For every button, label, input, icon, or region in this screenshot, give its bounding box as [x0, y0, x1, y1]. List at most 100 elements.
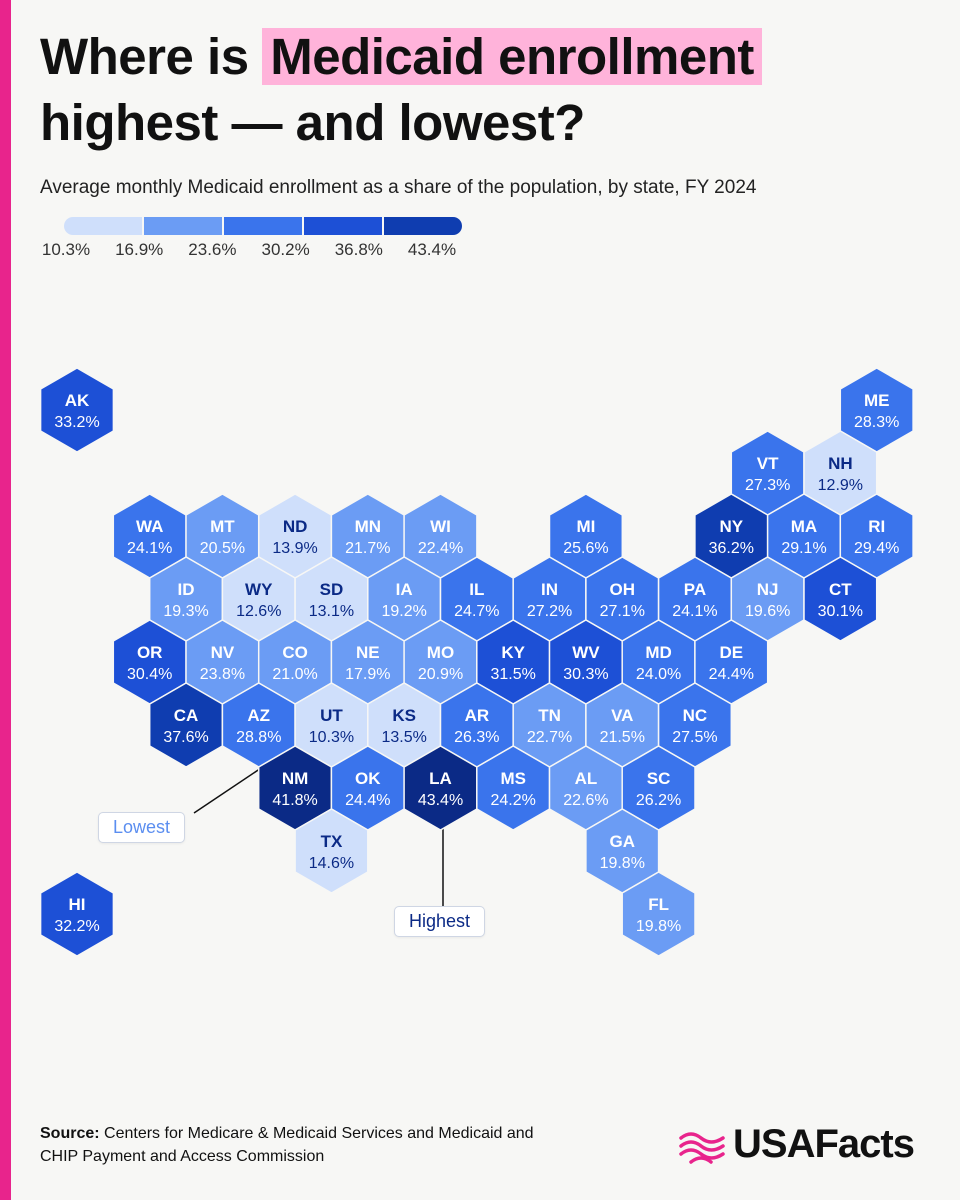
state-value-label: 27.1%: [600, 603, 645, 620]
state-hex-ia: IA 19.2%: [367, 556, 442, 642]
state-value-label: 27.5%: [672, 729, 717, 746]
state-code-label: AK: [65, 391, 90, 410]
legend-ticks: 10.3% 16.9% 23.6% 30.2% 36.8% 43.4%: [40, 240, 480, 260]
legend-bar: [64, 217, 462, 235]
state-value-label: 30.1%: [818, 603, 863, 620]
state-code-label: GA: [610, 832, 636, 851]
state-hex-co: CO 21.0%: [257, 619, 333, 705]
state-value-label: 24.4%: [345, 792, 390, 809]
state-value-label: 29.4%: [854, 540, 899, 557]
source-note: Source: Centers for Medicare & Medicaid …: [40, 1122, 560, 1168]
legend-swatch: [224, 217, 304, 235]
state-hex-al: AL 22.6%: [548, 745, 624, 831]
state-value-label: 14.6%: [309, 855, 354, 872]
state-code-label: NM: [282, 769, 308, 788]
state-hex-in: IN 27.2%: [512, 556, 587, 642]
state-code-label: MI: [576, 517, 595, 536]
state-code-label: NE: [356, 643, 380, 662]
state-code-label: WV: [572, 643, 600, 662]
state-hex-mt: MT 20.5%: [185, 493, 260, 579]
state-hex-tx: TX 14.6%: [294, 808, 369, 894]
hex-shape: [621, 871, 696, 957]
state-code-label: CA: [174, 706, 199, 725]
state-value-label: 21.5%: [600, 729, 645, 746]
state-code-label: OR: [137, 643, 163, 662]
state-code-label: ID: [178, 580, 195, 599]
state-code-label: NV: [211, 643, 235, 662]
state-value-label: 41.8%: [272, 792, 317, 809]
state-value-label: 20.9%: [418, 666, 463, 683]
state-value-label: 24.1%: [672, 603, 717, 620]
state-code-label: ND: [283, 517, 308, 536]
state-value-label: 30.4%: [127, 666, 172, 683]
state-value-label: 22.6%: [563, 792, 608, 809]
state-value-label: 24.7%: [454, 603, 499, 620]
state-value-label: 19.8%: [636, 918, 681, 935]
state-hex-wa: WA 24.1%: [112, 493, 187, 579]
state-hex-wi: WI 22.4%: [403, 493, 478, 579]
state-value-label: 12.9%: [818, 477, 863, 494]
state-hex-ri: RI 29.4%: [839, 493, 914, 579]
state-value-label: 19.2%: [381, 603, 426, 620]
state-code-label: DE: [719, 643, 743, 662]
state-hex-mo: MO 20.9%: [403, 619, 478, 705]
state-code-label: UT: [320, 706, 343, 725]
state-code-label: VT: [757, 454, 779, 473]
state-value-label: 10.3%: [309, 729, 354, 746]
state-code-label: CT: [829, 580, 852, 599]
page-title: Where is Medicaid enrollment highest — a…: [40, 24, 920, 156]
state-value-label: 17.9%: [345, 666, 390, 683]
state-code-label: WI: [430, 517, 451, 536]
state-hex-oh: OH 27.1%: [585, 556, 660, 642]
state-value-label: 24.4%: [709, 666, 754, 683]
accent-bar: [0, 0, 11, 1200]
state-code-label: AZ: [247, 706, 270, 725]
state-code-label: WY: [245, 580, 273, 599]
state-hex-la: LA 43.4%: [403, 745, 478, 831]
hex-shape: [39, 871, 115, 957]
state-value-label: 30.3%: [563, 666, 608, 683]
legend-tick-label: 36.8%: [334, 240, 383, 259]
state-code-label: FL: [648, 895, 669, 914]
state-value-label: 29.1%: [781, 540, 826, 557]
hex-shape: [39, 367, 115, 453]
source-text: Centers for Medicare & Medicaid Services…: [40, 1125, 534, 1165]
state-code-label: VA: [611, 706, 633, 725]
state-code-label: CO: [282, 643, 308, 662]
state-value-label: 19.8%: [600, 855, 645, 872]
state-code-label: MS: [500, 769, 526, 788]
legend-swatch: [144, 217, 224, 235]
state-hex-nh: NH 12.9%: [803, 430, 878, 516]
state-code-label: NJ: [757, 580, 779, 599]
state-value-label: 28.8%: [236, 729, 281, 746]
state-value-label: 25.6%: [563, 540, 608, 557]
state-value-label: 22.7%: [527, 729, 572, 746]
state-value-label: 27.3%: [745, 477, 790, 494]
state-code-label: MO: [427, 643, 454, 662]
lowest-callout: Lowest: [98, 812, 186, 843]
state-value-label: 22.4%: [418, 540, 463, 557]
hex-shape: [294, 808, 369, 894]
state-code-label: HI: [69, 895, 86, 914]
state-hex-ct: CT 30.1%: [803, 556, 878, 642]
state-code-label: MN: [355, 517, 381, 536]
state-value-label: 26.3%: [454, 729, 499, 746]
hex-layer: AK 33.2% ME 28.3% VT 27.3% NH 12.9% WA 24.1% MT 20.…: [39, 367, 914, 957]
state-hex-vt: VT 27.3%: [730, 430, 805, 516]
state-code-label: IN: [541, 580, 558, 599]
state-value-label: 24.0%: [636, 666, 681, 683]
state-code-label: TN: [538, 706, 561, 725]
state-code-label: ME: [864, 391, 890, 410]
state-hex-ga: GA 19.8%: [585, 808, 660, 894]
state-code-label: TX: [321, 832, 343, 851]
state-value-label: 12.6%: [236, 603, 281, 620]
hex-shape: [803, 556, 878, 642]
state-value-label: 13.1%: [309, 603, 354, 620]
state-value-label: 13.5%: [381, 729, 426, 746]
state-value-label: 26.2%: [636, 792, 681, 809]
state-code-label: WA: [136, 517, 163, 536]
chart-subtitle: Average monthly Medicaid enrollment as a…: [40, 177, 757, 198]
state-hex-nj: NJ 19.6%: [730, 556, 805, 642]
state-code-label: AR: [465, 706, 490, 725]
